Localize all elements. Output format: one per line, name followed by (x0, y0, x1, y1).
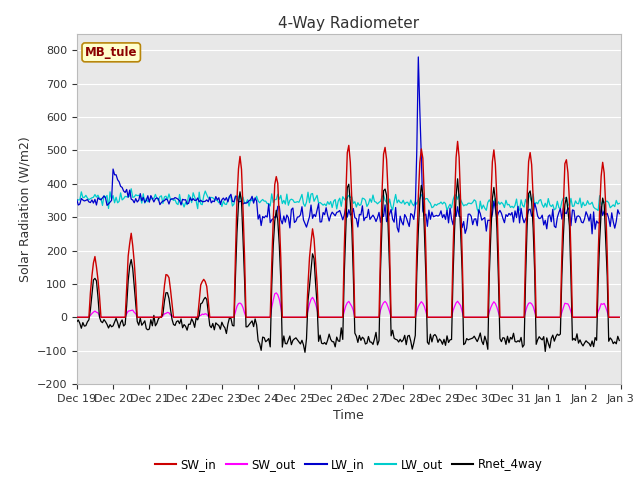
Title: 4-Way Radiometer: 4-Way Radiometer (278, 16, 419, 31)
Legend: SW_in, SW_out, LW_in, LW_out, Rnet_4way: SW_in, SW_out, LW_in, LW_out, Rnet_4way (150, 454, 548, 476)
Text: MB_tule: MB_tule (85, 46, 138, 59)
Y-axis label: Solar Radiation (W/m2): Solar Radiation (W/m2) (18, 136, 31, 282)
X-axis label: Time: Time (333, 409, 364, 422)
